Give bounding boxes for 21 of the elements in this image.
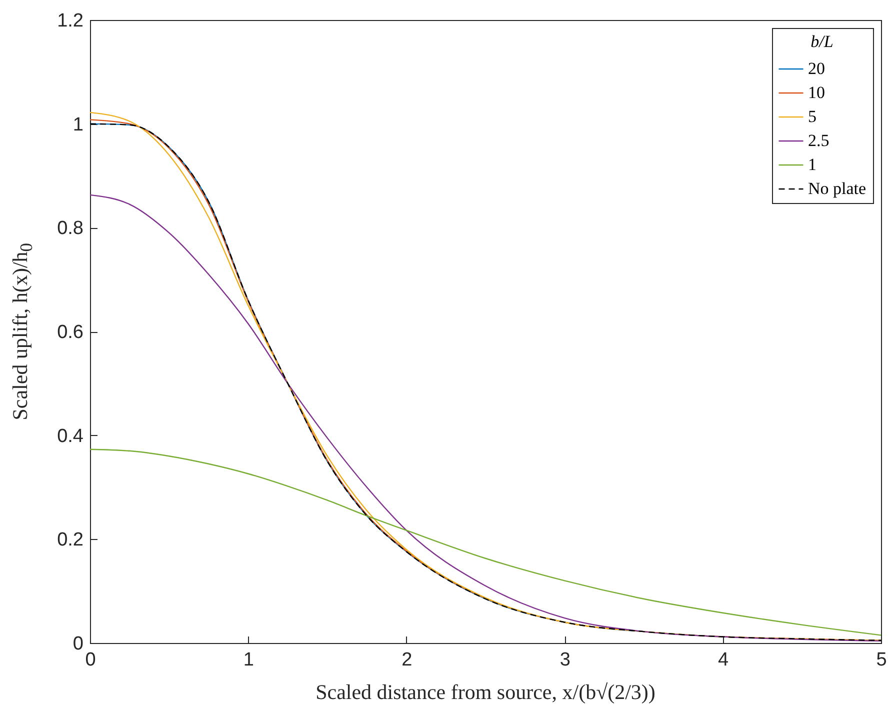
y-tick-label: 0.6 xyxy=(57,322,84,343)
x-tick-label: 1 xyxy=(243,650,254,670)
y-tick-label: 1.2 xyxy=(57,10,84,32)
legend-label: 2.5 xyxy=(808,131,830,150)
y-tick-label: 0.8 xyxy=(57,218,84,240)
y-tick-label: 0.4 xyxy=(57,426,84,447)
x-tick-label: 3 xyxy=(560,650,570,670)
legend-label: 5 xyxy=(808,107,816,126)
line-series xyxy=(89,448,882,636)
y-tick-label: 1 xyxy=(72,114,84,136)
x-axis-title: Scaled distance from source, x/(b√(2/3)) xyxy=(314,680,656,705)
legend-label: 10 xyxy=(808,83,825,102)
x-tick-label: 4 xyxy=(718,650,730,670)
legend-title: b/L xyxy=(810,32,834,51)
legend-label: No plate xyxy=(808,179,866,198)
y-tick-label: 0 xyxy=(72,634,84,654)
x-tick-label: 2 xyxy=(402,650,412,670)
y-tick-label: 0.2 xyxy=(57,530,84,551)
x-tick-label: 5 xyxy=(876,650,887,670)
legend-label: 20 xyxy=(808,59,825,78)
legend-label: 1 xyxy=(808,155,816,174)
